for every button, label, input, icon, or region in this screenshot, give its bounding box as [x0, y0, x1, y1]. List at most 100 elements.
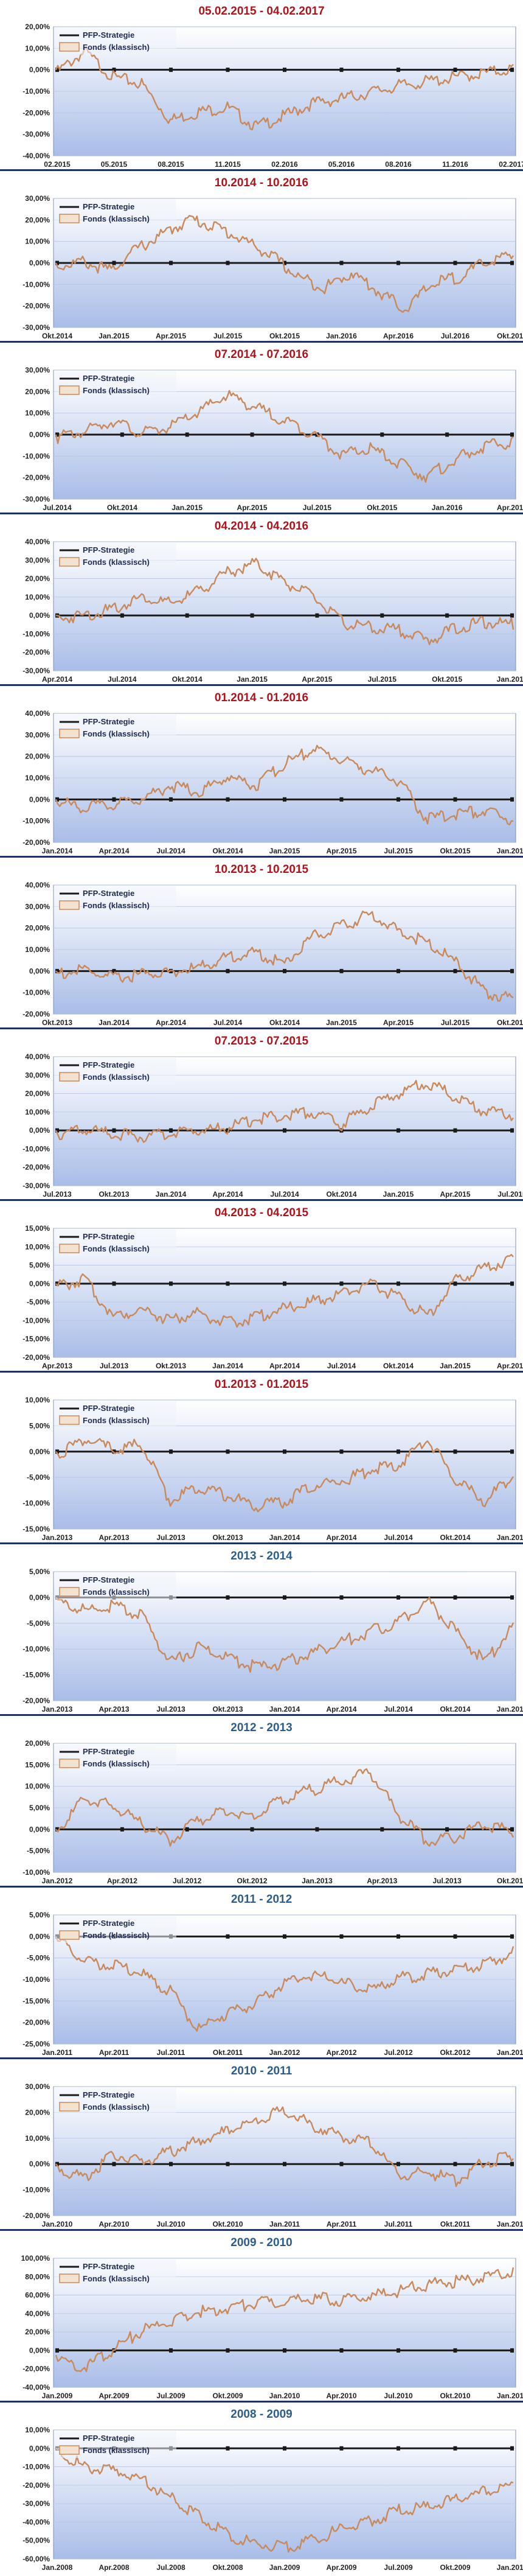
x-tick-label: Apr.2013 — [42, 1362, 72, 1370]
legend: PFP-Strategie Fonds (klassisch) — [55, 28, 176, 55]
pfp-strategy-marker — [55, 432, 59, 437]
y-tick-label: -40,00% — [23, 2518, 50, 2526]
pfp-strategy-marker — [453, 1934, 457, 1939]
y-tick-label: 10,00% — [25, 1242, 50, 1251]
pfp-strategy-marker — [397, 1449, 400, 1454]
pfp-strategy-marker — [112, 2161, 116, 2166]
chart-separator — [0, 1542, 523, 1544]
x-tick-label: Jan.2016 — [432, 503, 463, 512]
x-tick-label: Jan.2016 — [326, 332, 357, 340]
y-tick-label: -5,00% — [27, 1619, 50, 1628]
chart-title: 01.2013 - 01.2015 — [214, 1378, 309, 1391]
pfp-strategy-marker — [339, 1449, 344, 1454]
legend-strategy-label: PFP-Strategie — [83, 1232, 134, 1241]
line-chart: 30,00% 20,00% 10,00% 0,00% -10,00% -20,00% -30… — [23, 366, 523, 512]
y-tick-label: -10,00% — [23, 1868, 50, 1877]
y-tick-label: 0,00% — [29, 2444, 50, 2452]
x-tick-label: Jan.2015 — [440, 1362, 471, 1370]
pfp-strategy-marker — [112, 68, 116, 72]
y-tick-label: 10,00% — [25, 2134, 50, 2143]
pfp-strategy-marker — [250, 613, 254, 618]
x-tick-label: Jan.2011 — [269, 2220, 300, 2228]
legend-fund-label: Fonds (klassisch) — [83, 901, 150, 910]
pfp-strategy-marker — [339, 797, 344, 802]
y-tick-label: -20,00% — [23, 1010, 50, 1018]
fund-classic-line — [55, 2447, 514, 2553]
pfp-strategy-marker — [510, 2348, 514, 2353]
fund-classic-line — [55, 46, 514, 131]
pfp-strategy-marker — [380, 1827, 384, 1832]
x-tick-label: Jan.2015 — [497, 1533, 523, 1542]
pfp-strategy-marker — [397, 2161, 400, 2166]
pfp-strategy-marker — [120, 613, 124, 618]
pfp-strategy-marker — [445, 613, 449, 618]
legend-strategy-label: PFP-Strategie — [83, 202, 134, 211]
y-tick-label: -30,00% — [23, 130, 50, 139]
y-tick-label: 0,00% — [29, 1126, 50, 1135]
legend-strategy-label: PFP-Strategie — [83, 374, 134, 383]
pfp-strategy-marker — [315, 613, 319, 618]
x-tick-label: Jan.2016 — [497, 675, 523, 684]
y-tick-label: 0,00% — [29, 795, 50, 803]
legend: PFP-Strategie Fonds (klassisch) — [55, 1058, 176, 1085]
y-tick-label: 0,00% — [29, 259, 50, 267]
pfp-strategy-marker — [339, 2161, 344, 2166]
pfp-strategy-marker — [510, 1827, 514, 1832]
y-tick-label: -5,00% — [27, 1847, 50, 1855]
chart-title: 01.2014 - 01.2016 — [214, 691, 309, 704]
y-tick-label: 20,00% — [25, 23, 50, 31]
legend: PFP-Strategie Fonds (klassisch) — [55, 886, 176, 913]
pfp-strategy-marker — [453, 1128, 457, 1133]
pfp-strategy-marker — [510, 2446, 514, 2451]
chart-separator — [0, 2057, 523, 2059]
pfp-strategy-marker — [453, 1595, 457, 1600]
line-chart: 40,00% 30,00% 20,00% 10,00% 0,00% -10,00% -20,… — [23, 881, 523, 1027]
legend-fund-swatch — [59, 2102, 80, 2112]
legend-strategy-label: PFP-Strategie — [83, 1747, 134, 1756]
y-tick-label: -20,00% — [23, 2365, 50, 2373]
x-tick-label: 11.2016 — [442, 160, 468, 169]
legend-fund-swatch — [59, 385, 80, 395]
x-tick-label: 05.2015 — [101, 160, 128, 169]
x-tick-label: Jul.2015 — [213, 332, 243, 340]
y-tick-label: -60,00% — [23, 2555, 50, 2563]
legend-fund-swatch — [59, 1759, 80, 1768]
y-tick-label: -10,00% — [23, 1645, 50, 1653]
x-tick-label: Okt.2013 — [42, 1018, 72, 1027]
y-tick-label: -15,00% — [23, 1335, 50, 1343]
y-tick-label: 0,00% — [29, 1447, 50, 1456]
legend-fund-swatch — [59, 729, 80, 738]
pfp-strategy-marker — [226, 2161, 230, 2166]
x-tick-label: Okt.2015 — [367, 503, 397, 512]
y-tick-label: -15,00% — [23, 1997, 50, 2005]
x-tick-label: Jul.2014 — [156, 847, 185, 855]
legend-strategy-label: PFP-Strategie — [83, 717, 134, 726]
pfp-strategy-marker — [55, 968, 59, 973]
pfp-strategy-marker — [453, 2161, 457, 2166]
x-tick-label: Apr.2013 — [99, 1533, 129, 1542]
x-tick-label: Apr.2015 — [156, 332, 186, 340]
x-tick-label: Jan.2008 — [42, 2563, 73, 2572]
pfp-strategy-marker — [397, 261, 400, 265]
y-tick-label: -10,00% — [23, 2186, 50, 2194]
x-tick-label: Jul.2009 — [384, 2563, 413, 2572]
fund-classic-line — [55, 1936, 514, 2032]
x-tick-label: Okt.2013 — [212, 1705, 243, 1713]
pfp-strategy-marker — [226, 1595, 230, 1600]
y-tick-label: -5,00% — [27, 1298, 50, 1306]
y-tick-label: 100,00% — [21, 2254, 50, 2263]
x-tick-label: Apr.2014 — [269, 1362, 300, 1370]
pfp-strategy-marker — [185, 613, 189, 618]
y-tick-label: 20,00% — [25, 924, 50, 933]
legend-strategy-label: PFP-Strategie — [83, 1575, 134, 1584]
x-tick-label: Jan.2015 — [497, 1705, 523, 1713]
fund-classic-line — [55, 2106, 514, 2188]
pfp-strategy-marker — [510, 968, 514, 973]
pfp-strategy-marker — [55, 261, 59, 265]
y-tick-label: -20,00% — [23, 1163, 50, 1172]
pfp-strategy-marker — [510, 1595, 514, 1600]
legend-fund-swatch — [59, 2445, 80, 2455]
y-tick-label: 0,00% — [29, 2160, 50, 2168]
x-tick-label: Jul.2013 — [100, 1362, 129, 1370]
pfp-strategy-marker — [339, 1595, 344, 1600]
